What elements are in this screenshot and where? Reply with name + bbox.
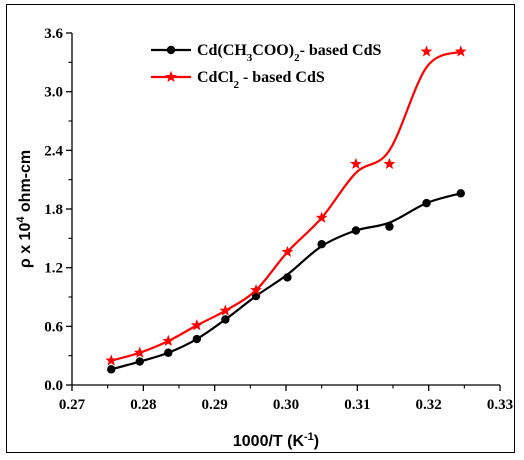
data-point-red: [420, 45, 433, 57]
y-axis-title: ρ x 104 ohm-cm: [15, 150, 34, 268]
y-tick-label: 3.6: [44, 26, 63, 42]
data-point-red: [281, 245, 294, 258]
y-tick-label: 0.0: [44, 378, 63, 394]
y-tick-label: 2.4: [44, 143, 63, 159]
data-point-black: [317, 240, 326, 249]
data-point-black: [192, 334, 202, 344]
x-tick-label: 0.31: [344, 397, 370, 413]
y-tick-label: 3.0: [44, 85, 63, 101]
data-point-red: [219, 304, 232, 316]
x-tick-label: 0.27: [59, 397, 86, 413]
data-point-red: [162, 334, 175, 347]
axes: 0.27 0.28 0.29 0.30 0.31 0.32 0.33 0.0 0.6 1.2 1.8…: [44, 26, 513, 413]
data-point-red: [133, 346, 146, 358]
fit-curves: [110, 50, 462, 371]
y-tick-label: 1.2: [44, 261, 63, 277]
chart-frame: [6, 4, 515, 453]
x-tick-label: 0.32: [416, 397, 442, 413]
y-tick-label: 1.8: [44, 202, 63, 218]
x-axis-title: 1000/T (K-1): [233, 431, 319, 450]
data-point-red: [350, 157, 362, 170]
data-point-red: [454, 45, 467, 57]
data-point-black: [164, 348, 173, 357]
legend-label-1: Cd(CH3COO)2- based CdS: [197, 42, 381, 64]
data-point-black: [422, 198, 431, 208]
x-tick-label: 0.33: [487, 397, 513, 413]
legend: Cd(CH3COO)2- based CdS CdCl2 - based CdS: [151, 42, 381, 91]
y-tick-label: 0.6: [44, 319, 63, 335]
data-point-black: [385, 222, 394, 231]
data-point-red: [250, 283, 262, 296]
data-point-black: [456, 189, 465, 198]
x-tick-label: 0.28: [130, 397, 156, 413]
data-point-black: [135, 357, 144, 366]
data-markers: [105, 45, 467, 374]
fit-curve-2: [110, 50, 462, 362]
x-tick-label: 0.29: [202, 397, 228, 413]
data-point-red: [105, 354, 118, 366]
data-point-black: [107, 365, 116, 374]
legend-label-2: CdCl2 - based CdS: [197, 69, 325, 91]
data-point-red: [383, 157, 396, 170]
data-point-red: [315, 211, 328, 223]
legend-marker-2: [165, 70, 177, 83]
data-point-black: [221, 315, 230, 324]
data-point-red: [190, 319, 203, 331]
x-tick-label: 0.30: [273, 397, 299, 413]
data-point-black: [351, 226, 361, 235]
legend-marker-1: [166, 45, 176, 55]
data-point-black: [283, 273, 292, 282]
